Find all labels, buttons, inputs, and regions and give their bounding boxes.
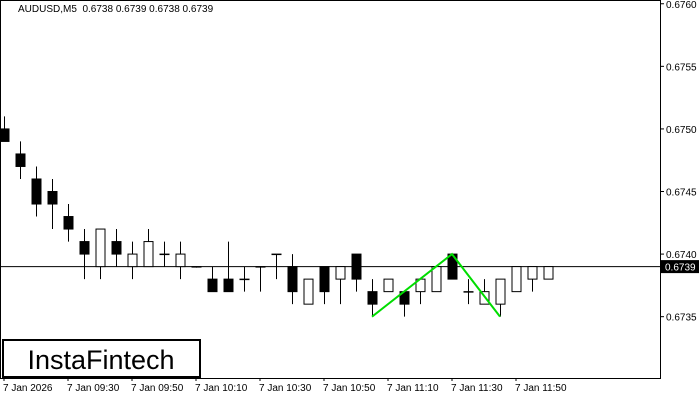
- candle-body: [287, 266, 298, 293]
- y-tick-label: 0.6755: [666, 62, 697, 73]
- candle-body: [175, 253, 186, 268]
- chart-title: AUDUSD,M5 0.6738 0.6739 0.6738 0.6739: [18, 4, 214, 15]
- candle-body: [159, 253, 170, 256]
- y-tick-label: 0.6760: [666, 0, 697, 11]
- current-price-label: 0.6739: [665, 263, 696, 274]
- x-tick-label: 7 Jan 10:10: [195, 383, 248, 394]
- x-tick-label: 7 Jan 09:30: [67, 383, 120, 394]
- candle-body: [0, 128, 10, 142]
- candle-body: [63, 216, 74, 230]
- x-tick-label: 7 Jan 09:50: [131, 383, 184, 394]
- candle-body: [527, 266, 538, 280]
- candle-body: [367, 291, 378, 305]
- y-tick-label: 0.6740: [666, 250, 697, 261]
- watermark-box: [2, 339, 201, 378]
- candle-body: [271, 253, 282, 256]
- candle-body: [191, 266, 202, 268]
- candle-body: [207, 278, 218, 293]
- candle-body: [463, 291, 474, 293]
- candle-body: [335, 266, 346, 280]
- candle-body: [111, 241, 122, 255]
- candle-body: [543, 266, 554, 280]
- candle-body: [303, 278, 314, 305]
- x-tick-label: 7 Jan 11:50: [515, 383, 567, 394]
- candle-body: [511, 266, 522, 293]
- candle-body: [47, 191, 58, 205]
- x-tick-label: 7 Jan 2026: [3, 383, 53, 394]
- candle-body: [127, 253, 138, 268]
- candle-body: [143, 241, 154, 268]
- x-tick-label: 7 Jan 10:50: [323, 383, 376, 394]
- candle-body: [239, 278, 250, 281]
- candle-body: [255, 266, 266, 268]
- candle-body: [31, 178, 42, 205]
- candle-body: [431, 266, 442, 293]
- candle-body: [223, 278, 234, 293]
- x-tick-label: 7 Jan 11:10: [387, 383, 439, 394]
- candle-body: [79, 241, 90, 255]
- candle-body: [95, 228, 106, 268]
- current-price-box: [661, 260, 699, 274]
- candle-body: [351, 253, 362, 280]
- candle-body: [383, 278, 394, 293]
- x-tick-label: 7 Jan 11:30: [451, 383, 503, 394]
- y-tick-label: 0.6735: [666, 313, 697, 324]
- y-tick-label: 0.6745: [666, 188, 697, 199]
- plot-frame: [0, 0, 661, 379]
- candle-body: [15, 153, 26, 167]
- y-tick-label: 0.6750: [666, 125, 697, 136]
- candle-body: [319, 266, 330, 293]
- watermark: InstaFintech: [27, 345, 174, 375]
- candle-body: [495, 278, 506, 305]
- pattern-line: [371, 252, 501, 318]
- x-tick-label: 7 Jan 10:30: [259, 383, 312, 394]
